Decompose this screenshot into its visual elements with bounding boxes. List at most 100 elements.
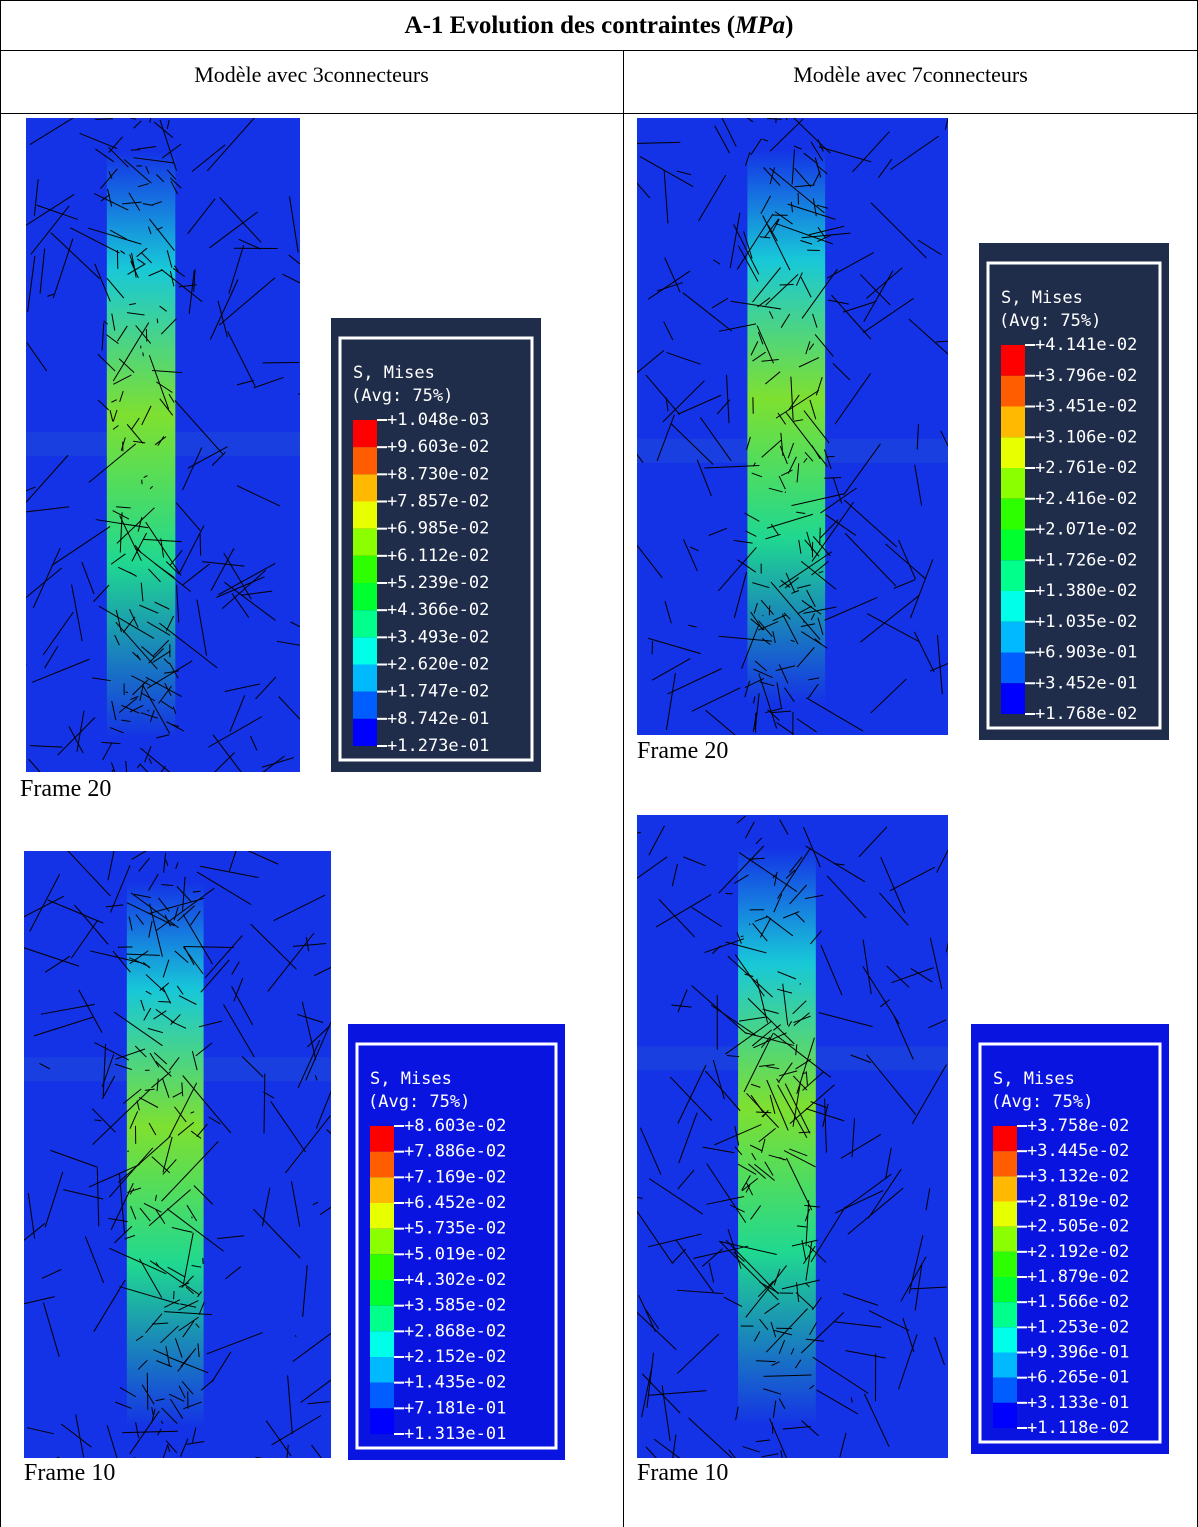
mesh-line	[168, 662, 179, 679]
mesh-line	[677, 1169, 695, 1190]
mesh-line	[777, 412, 787, 425]
mesh-line	[656, 282, 683, 292]
mesh-line	[253, 1208, 301, 1259]
mesh-line	[910, 1286, 947, 1290]
mesh-line	[745, 1265, 787, 1318]
mesh-line	[750, 341, 759, 356]
mesh-line	[29, 745, 63, 748]
mesh-line	[704, 938, 745, 954]
mesh-line	[122, 616, 136, 634]
mesh-line	[824, 1098, 827, 1153]
mesh-line	[779, 819, 789, 835]
mesh-line	[287, 1375, 293, 1435]
mesh-line	[803, 152, 819, 165]
mesh-line	[160, 268, 203, 302]
mesh-line	[751, 1029, 773, 1047]
mesh-line	[812, 313, 818, 328]
mesh-line	[817, 139, 824, 152]
mesh-line	[860, 594, 920, 643]
mesh-line	[677, 1064, 707, 1124]
mesh-line	[74, 904, 109, 945]
legend-swatch	[353, 637, 377, 665]
mesh-line	[306, 1025, 330, 1048]
legend-value: +1.253e-02	[1027, 1317, 1129, 1337]
legend-swatch	[353, 528, 377, 556]
mesh-line	[158, 1001, 171, 1003]
mesh-line	[762, 215, 791, 271]
mesh-line	[182, 563, 210, 586]
mesh-line	[50, 232, 100, 280]
mesh-line	[110, 553, 126, 565]
legend-swatch	[370, 1254, 394, 1280]
mesh-line	[688, 1417, 733, 1458]
mesh-line	[137, 146, 157, 150]
legend-swatch	[1001, 621, 1025, 653]
mesh-line	[841, 1173, 892, 1212]
mesh-line	[176, 886, 192, 903]
mesh-line	[103, 320, 108, 325]
mesh-line	[155, 1008, 175, 1024]
mesh-line	[862, 939, 872, 995]
mesh-line	[781, 613, 799, 645]
mesh-line	[314, 966, 331, 977]
mesh-line	[793, 1012, 810, 1027]
mesh-line	[151, 1071, 172, 1089]
mesh-line	[121, 719, 131, 722]
mesh-line	[172, 1091, 183, 1098]
mesh-line	[639, 155, 694, 187]
mesh-line	[671, 1004, 692, 1008]
mesh-line	[162, 986, 172, 1004]
mesh-line	[885, 1147, 892, 1180]
mesh-line	[152, 650, 171, 663]
mesh-line	[153, 1052, 168, 1065]
mesh-line	[229, 695, 246, 732]
mesh-line	[116, 506, 131, 509]
mesh-line	[111, 701, 117, 721]
mesh-line	[863, 270, 894, 322]
mesh-line	[689, 546, 699, 552]
mesh-line	[736, 213, 774, 270]
mesh-line	[224, 581, 276, 621]
mesh-line	[149, 903, 163, 957]
legend-title: S, Mises	[370, 1069, 452, 1089]
mesh-line	[817, 617, 824, 636]
mesh-line	[130, 260, 139, 279]
mesh-line	[68, 726, 84, 754]
mesh-line	[111, 399, 118, 403]
mesh-line	[121, 704, 140, 714]
legend-value: +6.265e-01	[1027, 1368, 1129, 1388]
mesh-line	[186, 1440, 205, 1445]
mesh-line	[677, 989, 688, 1013]
mesh-line	[936, 634, 943, 695]
mesh-line	[823, 449, 832, 469]
mesh-line	[193, 1185, 214, 1205]
legend-title: S, Mises	[993, 1069, 1075, 1089]
mesh-line	[759, 1318, 769, 1331]
mesh-line	[67, 851, 111, 897]
legend-swatch	[993, 1377, 1017, 1403]
mesh-line	[95, 118, 113, 120]
mesh-line	[800, 277, 812, 298]
mesh-line	[753, 602, 758, 614]
mesh-line	[734, 1126, 740, 1146]
mesh-line	[809, 1322, 817, 1336]
mesh-line	[135, 1335, 144, 1342]
mesh-line	[890, 135, 939, 171]
legend-swatch	[370, 1408, 394, 1434]
mesh-line	[750, 1083, 761, 1088]
table-title: A-1 Evolution des contraintes (MPa)	[0, 12, 1198, 40]
legend-subtitle: (Avg: 75%)	[999, 311, 1101, 331]
mesh-line	[156, 1078, 159, 1092]
mesh-line	[647, 637, 701, 655]
mesh-line	[665, 397, 669, 412]
mesh-line	[142, 203, 154, 206]
mesh-line	[42, 1302, 60, 1357]
mesh-line	[664, 257, 681, 293]
legend-swatch	[370, 1126, 394, 1152]
legend-swatch	[1001, 529, 1025, 561]
mesh-line	[209, 279, 239, 340]
mesh-line	[228, 244, 245, 294]
mesh-line	[910, 967, 933, 983]
mesh-line	[742, 1446, 760, 1453]
mesh-line	[216, 576, 265, 598]
